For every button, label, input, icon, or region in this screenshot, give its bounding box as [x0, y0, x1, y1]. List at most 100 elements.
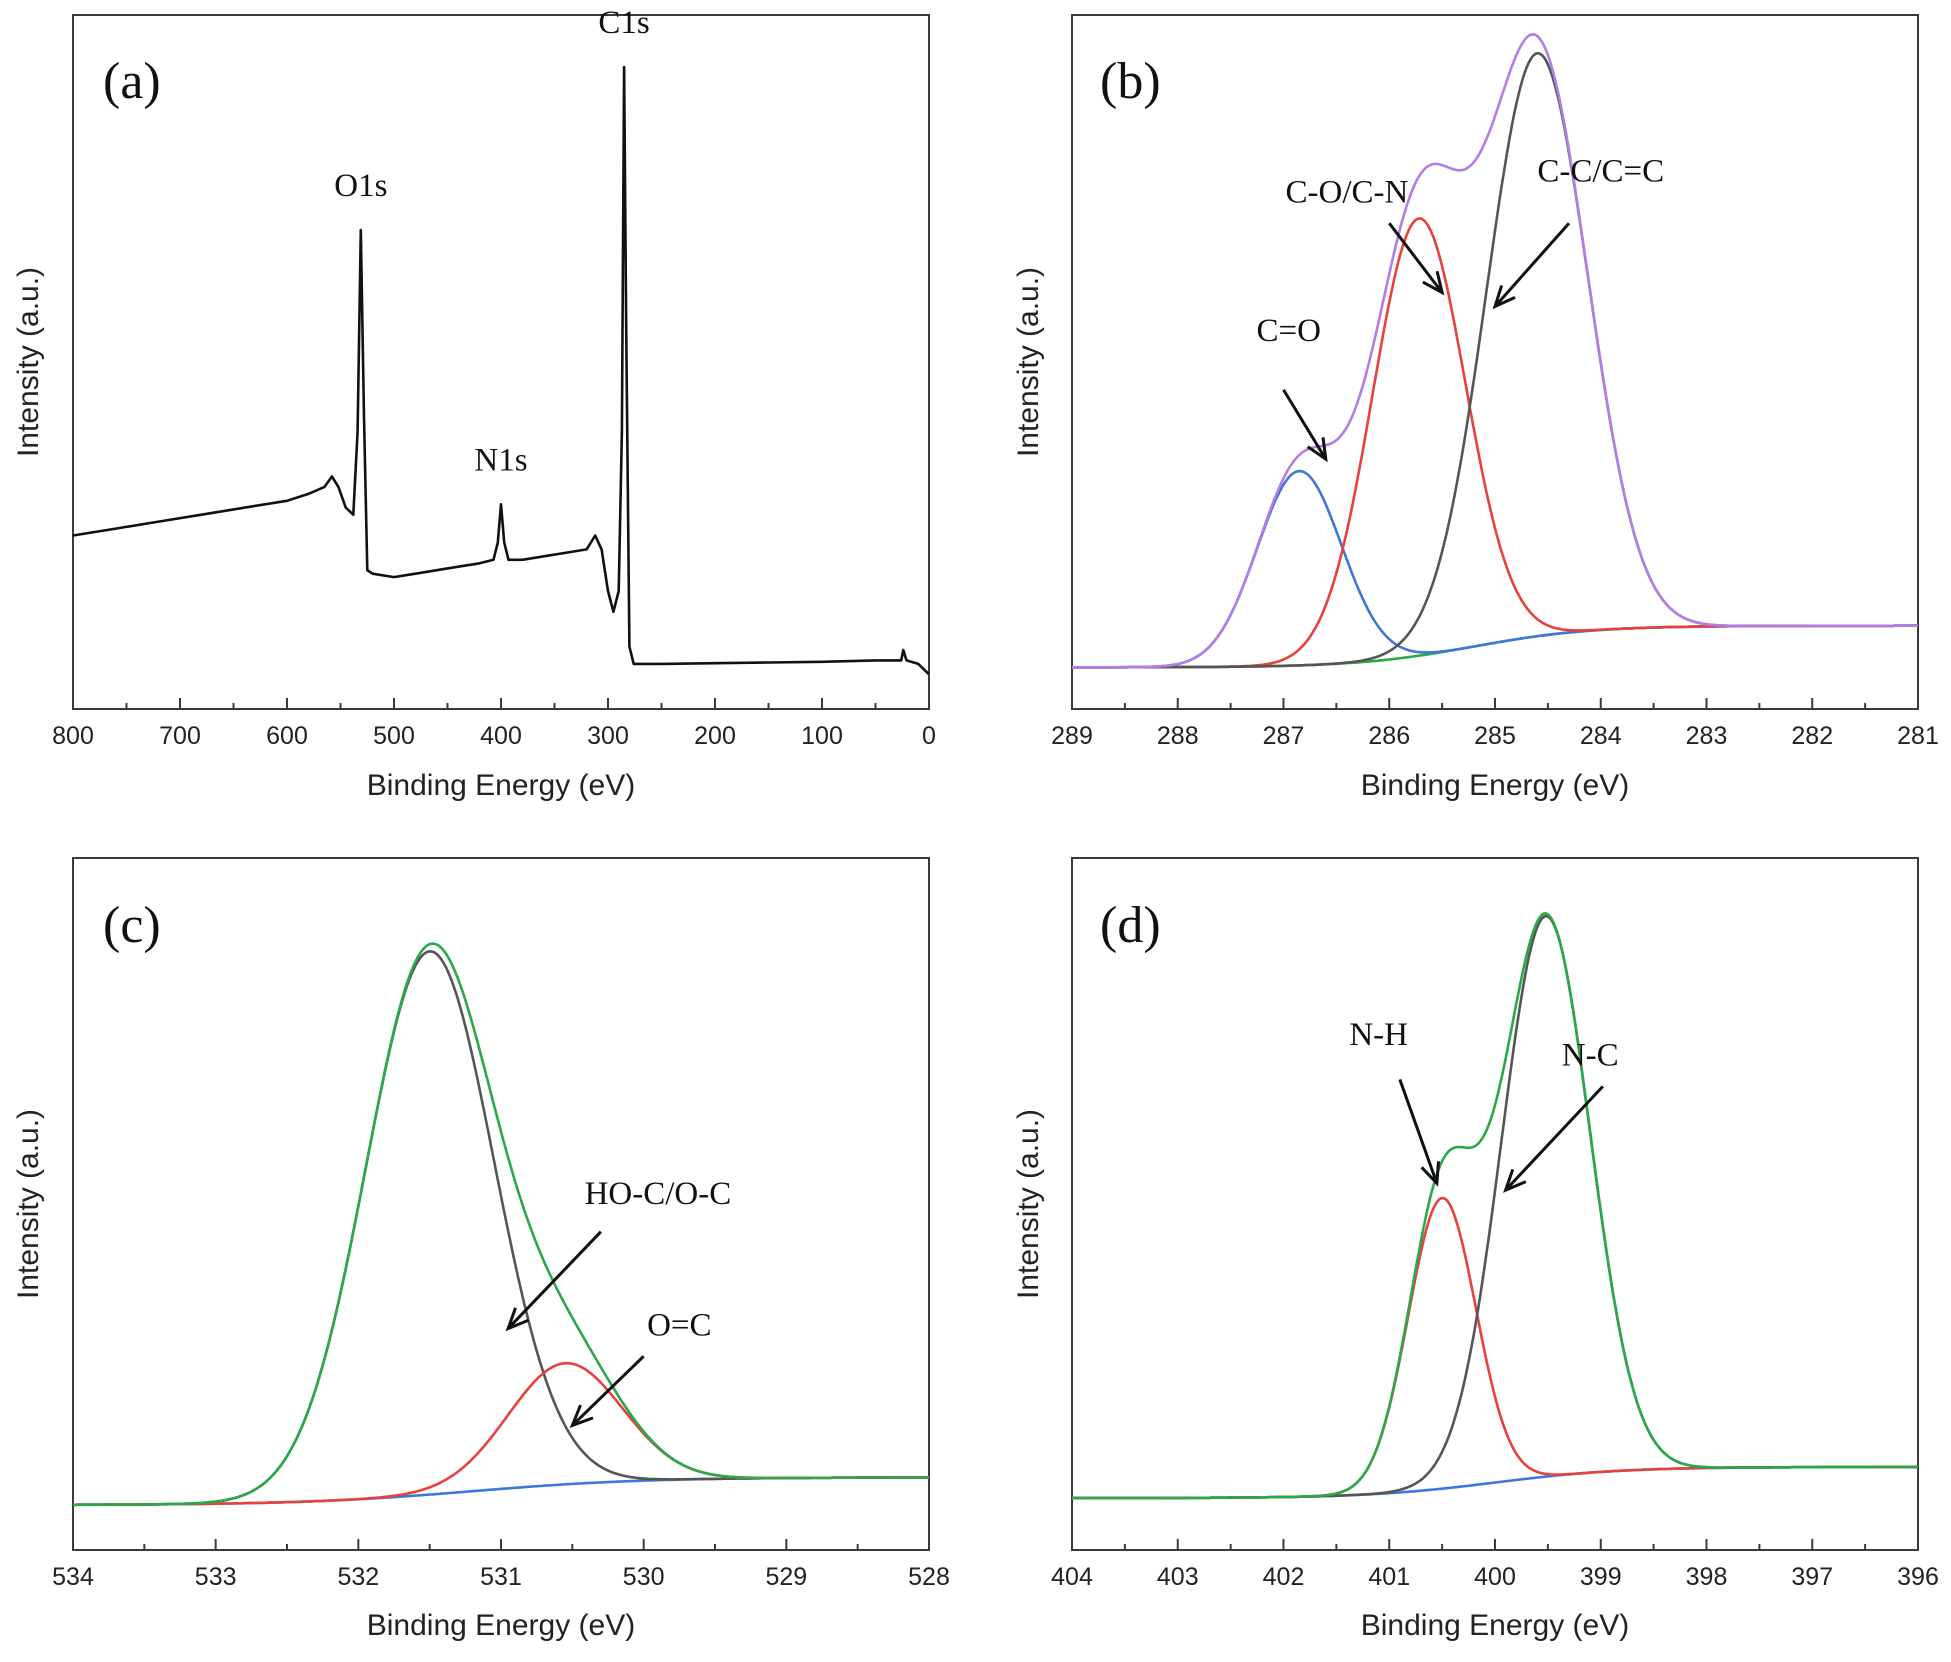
annotation-label-c-c-c-c: C-C/C=C	[1537, 154, 1664, 190]
x-tick-label: 528	[908, 1563, 950, 1591]
panel-b: 289 288 287 286 285 284 283 282 281 C=O C-O/C-N C-…	[1012, 14, 1939, 802]
x-tick-label: 400	[480, 722, 522, 750]
x-tick-label: 281	[1897, 722, 1939, 750]
x-tick-label: 403	[1157, 1563, 1199, 1591]
x-tick-label: 398	[1686, 1563, 1728, 1591]
x-tick-label: 300	[587, 722, 629, 750]
background-baseline	[73, 1476, 929, 1507]
fitted-peak-n-h	[1072, 1196, 1918, 1500]
panel-b-y-axis-label: Intensity (a.u.)	[1012, 267, 1045, 457]
panel-d-curves	[1072, 912, 1918, 1500]
x-tick-label: 396	[1897, 1563, 1939, 1591]
survey-spectrum-line	[72, 65, 930, 676]
x-tick-label: 531	[480, 1563, 522, 1591]
annotation-label-n-c: N-C	[1562, 1038, 1619, 1074]
panel-d-label: (d)	[1100, 897, 1161, 954]
x-tick-label: 500	[373, 722, 415, 750]
x-tick-label: 288	[1157, 722, 1199, 750]
x-tick-label: 285	[1474, 722, 1516, 750]
x-tick-label: 404	[1051, 1563, 1093, 1591]
panel-c-curves	[73, 942, 929, 1507]
fitted-envelope	[1072, 33, 1918, 669]
x-tick-label: 400	[1474, 1563, 1516, 1591]
annotation-arrow-ho-c-o-c	[507, 1230, 602, 1330]
annotation-label-c-o: C=O	[1257, 313, 1321, 349]
annotation-arrow-c-o-c-n	[1388, 222, 1444, 294]
x-tick-label: 0	[922, 722, 936, 750]
x-tick-label: 200	[694, 722, 736, 750]
fitted-peak-c-c-c-c	[1072, 51, 1918, 669]
panel-c-x-axis-label: Binding Energy (eV)	[367, 1609, 635, 1642]
x-tick-label: 529	[765, 1563, 807, 1591]
background-baseline	[1072, 1465, 1918, 1500]
peak-label-c1s: C1s	[598, 5, 649, 41]
x-tick-label: 533	[195, 1563, 237, 1591]
annotation-arrow-c-c-c-c	[1493, 222, 1571, 308]
peak-label-o1s: O1s	[334, 168, 387, 204]
annotation-label-ho-c-o-c: HO-C/O-C	[585, 1176, 732, 1212]
panel-c: 534 533 532 531 530 529 528 HO-C/O-C O=C (c) Bi…	[12, 857, 950, 1642]
panel-a-annotations: O1s N1s C1s	[334, 5, 649, 478]
panel-a-x-axis-label: Binding Energy (eV)	[367, 769, 635, 802]
panel-c-label: (c)	[103, 897, 161, 954]
annotation-arrowhead-n-h	[1420, 1161, 1441, 1187]
x-tick-label: 287	[1263, 722, 1305, 750]
fitted-envelope	[73, 942, 929, 1507]
panel-a-y-axis-label: Intensity (a.u.)	[12, 267, 45, 457]
annotation-arrow-c-o	[1282, 388, 1328, 460]
x-tick-label: 700	[159, 722, 201, 750]
annotation-label-n-h: N-H	[1349, 1017, 1408, 1053]
x-tick-label: 600	[266, 722, 308, 750]
panel-d: 404 403 402 401 400 399 398 397 396 N-H N-C (d) B…	[1012, 857, 1939, 1642]
panel-a-x-ticks: 800 700 600 500 400 300 200 100 0	[52, 698, 936, 750]
x-tick-label: 283	[1686, 722, 1728, 750]
panel-a-label: (a)	[103, 53, 161, 110]
panel-d-plot-frame	[1071, 857, 1919, 1551]
annotation-arrow-n-h	[1398, 1078, 1439, 1184]
annotation-arrowhead-o-c	[569, 1404, 594, 1429]
panel-b-x-axis-label: Binding Energy (eV)	[1361, 769, 1629, 802]
panel-d-y-axis-label: Intensity (a.u.)	[1012, 1109, 1045, 1299]
x-tick-label: 100	[801, 722, 843, 750]
panel-a-plot-frame	[72, 14, 930, 710]
panel-d-x-ticks: 404 403 402 401 400 399 398 397 396	[1051, 1539, 1939, 1591]
annotation-label-o-c: O=C	[647, 1307, 711, 1343]
x-tick-label: 284	[1580, 722, 1622, 750]
annotation-arrow-n-c	[1504, 1085, 1604, 1192]
panel-b-x-ticks: 289 288 287 286 285 284 283 282 281	[1051, 698, 1939, 750]
annotation-arrowhead-c-o	[1306, 437, 1328, 463]
fitted-peak-c-o	[1072, 469, 1918, 669]
panel-c-y-axis-label: Intensity (a.u.)	[12, 1109, 45, 1299]
annotation-arrowhead-n-c	[1503, 1168, 1527, 1193]
x-tick-label: 800	[52, 722, 94, 750]
panel-b-annotations: C=O C-O/C-N C-C/C=C	[1257, 154, 1664, 463]
panel-d-annotations: N-H N-C	[1349, 1017, 1619, 1193]
fitted-envelope	[1072, 912, 1918, 1500]
x-tick-label: 286	[1368, 722, 1410, 750]
x-tick-label: 282	[1791, 722, 1833, 750]
panel-a-curves	[72, 65, 930, 676]
x-tick-label: 401	[1368, 1563, 1410, 1591]
x-tick-label: 534	[52, 1563, 94, 1591]
fitted-peak-ho-c-o-c	[73, 950, 929, 1507]
fitted-peak-n-c	[1072, 914, 1918, 1500]
x-tick-label: 532	[337, 1563, 379, 1591]
panel-c-x-ticks: 534 533 532 531 530 529 528	[52, 1539, 950, 1591]
annotation-label-c-o-c-n: C-O/C-N	[1286, 174, 1409, 210]
annotation-arrowhead-ho-c-o-c	[505, 1307, 530, 1332]
panel-c-annotations: HO-C/O-C O=C	[505, 1176, 732, 1429]
peak-label-n1s: N1s	[474, 442, 527, 478]
x-tick-label: 289	[1051, 722, 1093, 750]
background-baseline	[1072, 624, 1918, 669]
x-tick-label: 397	[1791, 1563, 1833, 1591]
x-tick-label: 530	[623, 1563, 665, 1591]
fitted-peak-o-c	[73, 1361, 929, 1507]
annotation-arrowhead-c-c-c-c	[1492, 285, 1516, 310]
panel-b-curves	[1072, 33, 1918, 669]
x-tick-label: 402	[1263, 1563, 1305, 1591]
panel-d-x-axis-label: Binding Energy (eV)	[1361, 1609, 1629, 1642]
panel-c-plot-frame	[72, 857, 930, 1551]
panel-b-label: (b)	[1100, 53, 1161, 110]
